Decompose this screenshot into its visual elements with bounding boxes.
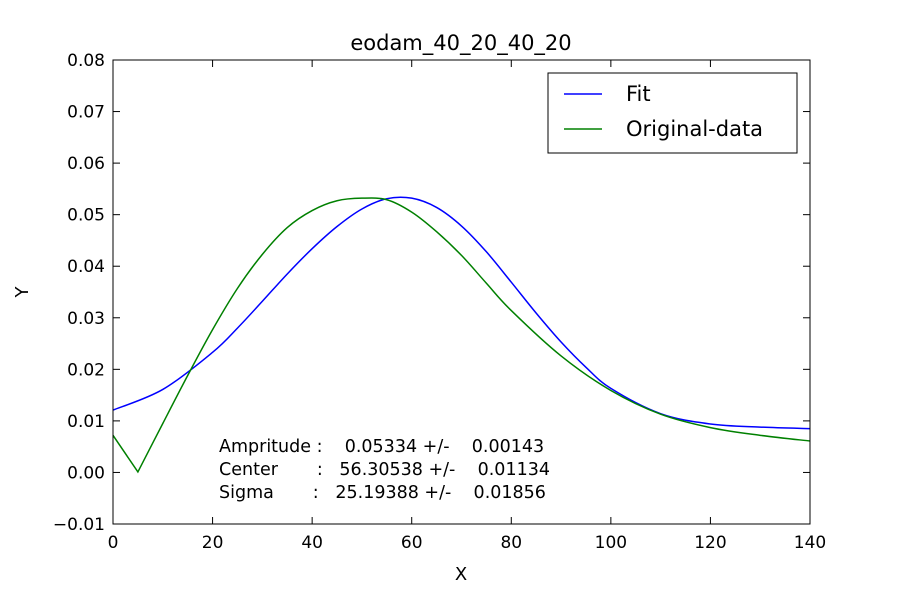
x-tick-label: 80 [500, 533, 522, 553]
annotation-amplitude: Ampritude : 0.05334 +/- 0.00143 [219, 437, 544, 457]
ticks-layer: 0 20 40 60 80 100 120 140 −0.01 0.00 0.01 0.02 0.03 0… [53, 51, 826, 553]
legend-box [547, 72, 798, 154]
y-tick-label: 0.06 [67, 154, 105, 174]
y-tick-label: −0.01 [53, 515, 105, 535]
fit-annotations: Ampritude : 0.05334 +/- 0.00143 Center :… [219, 437, 550, 503]
series-line-original-data [112, 197, 811, 474]
series-line-fit [112, 196, 811, 430]
y-tick-label: 0.04 [67, 257, 105, 277]
annotation-sigma: Sigma : 25.19388 +/- 0.01856 [219, 483, 546, 503]
x-tick-label: 20 [202, 533, 224, 553]
legend: Fit Original-data [547, 72, 798, 154]
y-tick-label: 0.08 [67, 51, 105, 71]
chart-title: eodam_40_20_40_20 [350, 31, 571, 56]
x-tick-label: 0 [108, 533, 119, 553]
x-tick-label: 40 [301, 533, 323, 553]
y-axis-label: Y [12, 286, 33, 299]
x-tick-label: 100 [595, 533, 627, 553]
x-tick-label: 60 [401, 533, 423, 553]
y-tick-label: 0.03 [67, 309, 105, 329]
x-axis-label: X [455, 564, 467, 585]
y-tick-label: 0.01 [67, 412, 105, 432]
legend-label-original-data: Original-data [626, 117, 763, 141]
legend-label-fit: Fit [626, 82, 651, 106]
y-tick-label: 0.02 [67, 360, 105, 380]
x-tick-label: 120 [694, 533, 726, 553]
series-layer [112, 196, 811, 474]
x-tick-label: 140 [794, 533, 826, 553]
y-tick-label: 0.00 [67, 463, 105, 483]
y-tick-label: 0.07 [67, 103, 105, 123]
plot-frame [112, 59, 811, 525]
annotation-center: Center : 56.30538 +/- 0.01134 [219, 460, 550, 480]
y-tick-label: 0.05 [67, 206, 105, 226]
